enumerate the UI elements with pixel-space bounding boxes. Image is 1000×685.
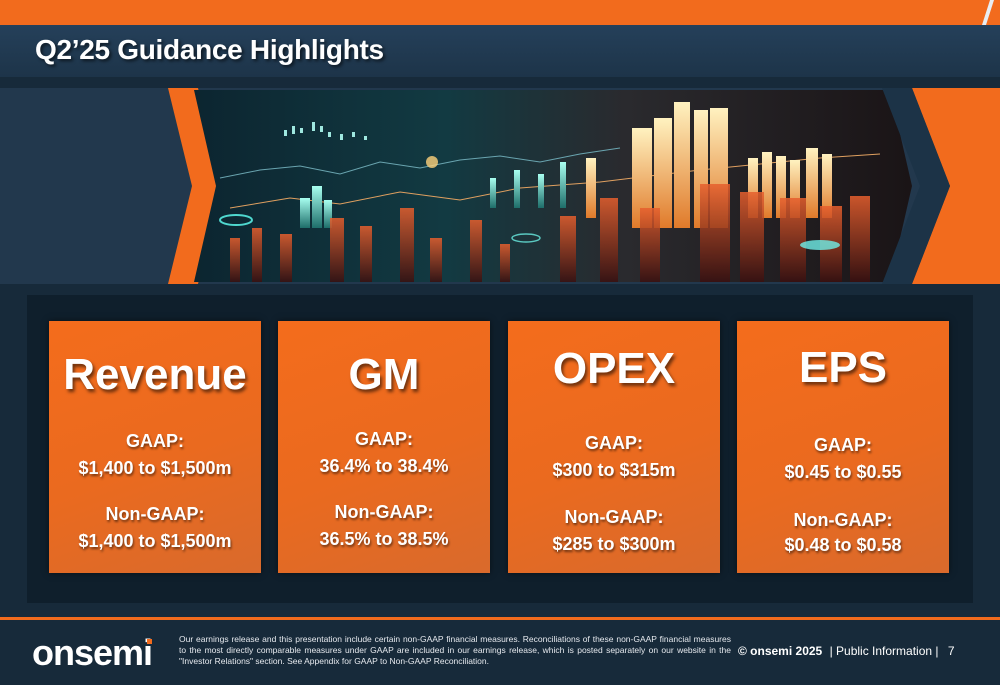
card-title: EPS [798, 343, 888, 392]
logo-accent-mark [147, 639, 152, 644]
revenue-card: Revenue GAAP: $1,400 to $1,500m Non-GAAP… [49, 321, 261, 573]
title-band [0, 25, 1000, 77]
opex-card: OPEX GAAP: $300 to $315m Non-GAAP: $285 … [508, 321, 720, 573]
nongaap-label: Non-GAAP: [793, 510, 893, 530]
copyright-text: © onsemi 2025 [738, 644, 823, 658]
gaap-value: $1,400 to $1,500m [78, 458, 232, 478]
card-title: GM [348, 350, 420, 399]
card-title: Revenue [63, 350, 247, 399]
nongaap-label: Non-GAAP: [334, 502, 434, 522]
eps-card: EPS GAAP: $0.45 to $0.55 Non-GAAP: $0.48… [737, 321, 949, 573]
footer-info: © onsemi 2025 | Public Information | 7 [738, 644, 955, 658]
disclaimer-text: Our earnings release and this presentati… [179, 634, 731, 666]
nongaap-value: $285 to $300m [552, 534, 676, 554]
page-number: 7 [947, 644, 955, 658]
card-title: OPEX [552, 344, 676, 393]
gaap-label: GAAP: [585, 433, 643, 453]
page-title: Q2’25 Guidance Highlights [35, 34, 384, 65]
nongaap-label: Non-GAAP: [105, 504, 205, 524]
footer [0, 620, 1000, 685]
gaap-value: 36.4% to 38.4% [319, 456, 449, 476]
gaap-value: $300 to $315m [552, 460, 676, 480]
nongaap-label: Non-GAAP: [564, 507, 664, 527]
slash-mark [982, 0, 994, 25]
nongaap-value: $1,400 to $1,500m [78, 531, 232, 551]
classification-text: | Public Information | [829, 644, 939, 658]
nongaap-value: $0.48 to $0.58 [784, 535, 902, 555]
financial-chart-image [168, 88, 1000, 284]
gaap-label: GAAP: [814, 435, 872, 455]
footer-accent-line [0, 617, 1000, 620]
top-accent-bar [0, 0, 1000, 25]
nongaap-value: 36.5% to 38.5% [319, 529, 449, 549]
gaap-value: $0.45 to $0.55 [784, 462, 902, 482]
onsemi-logo: onsemi [32, 632, 153, 673]
gaap-label: GAAP: [355, 429, 413, 449]
gm-card: GM GAAP: 36.4% to 38.4% Non-GAAP: 36.5% … [278, 321, 490, 573]
gaap-label: GAAP: [126, 431, 184, 451]
